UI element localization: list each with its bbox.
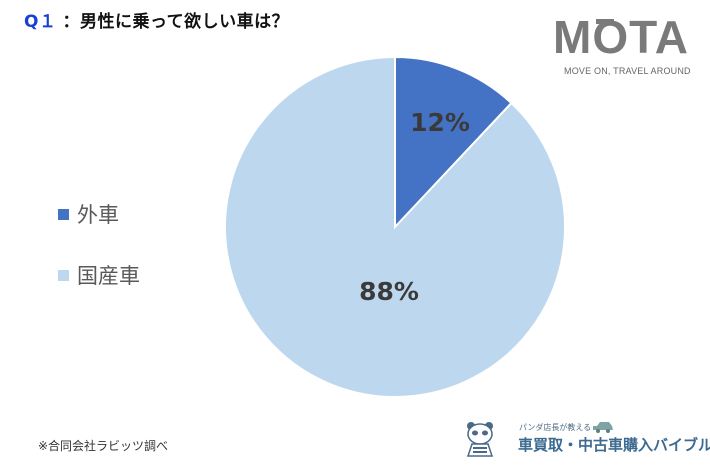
footer-title: 車買取・中古車購入バイブル <box>518 436 710 454</box>
footer-subtitle: パンダ店長が教える <box>519 423 592 432</box>
source-note: ※合同会社ラビッツ調べ <box>38 439 169 453</box>
slice-label-domestic: 88% <box>359 277 419 306</box>
panda-icon <box>466 422 494 457</box>
question-number: Q１ <box>24 12 57 32</box>
logo-macron <box>596 19 614 24</box>
car-icon <box>593 422 613 433</box>
legend-swatch-domestic <box>58 269 69 281</box>
legend-item-import: 外車 <box>58 200 140 228</box>
pie-slice-domestic <box>224 55 566 398</box>
mota-logo: MOTA MOVE ON, TRAVEL AROUND <box>553 14 693 76</box>
slice-label-import: 12% <box>410 108 470 137</box>
chart-title: Q１ ：男性に乗って欲しい車は？ <box>24 7 289 32</box>
legend-item-domestic: 国産車 <box>58 261 140 289</box>
mota-tagline: MOVE ON, TRAVEL AROUND <box>564 66 691 76</box>
question-text: ：男性に乗って欲しい車は？ <box>62 12 290 32</box>
footer-logo: パンダ店長が教える 車買取・中古車購入バイブル <box>462 420 710 460</box>
legend-swatch-import <box>58 208 69 220</box>
mota-logo-wordmark: MOTA <box>553 11 690 63</box>
chart-legend: 外車 国産車 <box>58 200 140 322</box>
pie-slice-import <box>394 55 513 230</box>
